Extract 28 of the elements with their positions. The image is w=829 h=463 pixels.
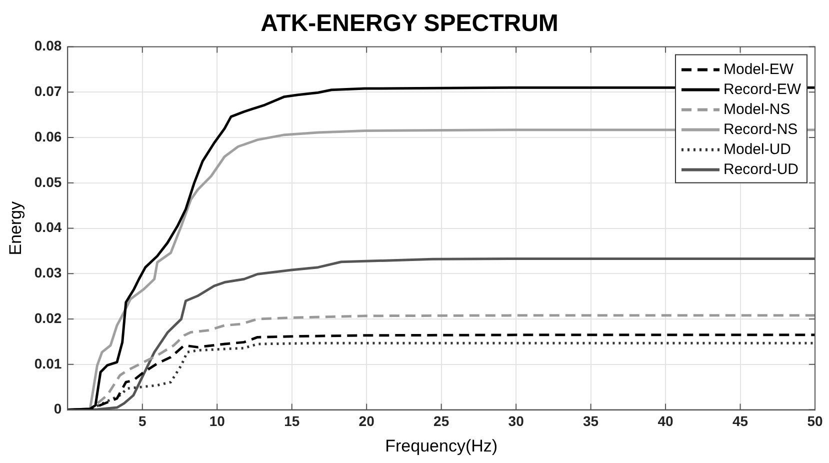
x-tick-label: 35 (583, 413, 599, 430)
y-axis-title: Energy (6, 200, 25, 256)
legend-label: Model-UD (723, 140, 792, 158)
legend-label: Record-UD (723, 160, 799, 178)
y-tick-label: 0.07 (34, 83, 62, 100)
y-tick-label: 0 (54, 400, 62, 417)
legend-label: Model-EW (723, 60, 794, 78)
x-tick-label: 45 (732, 413, 748, 430)
y-tick-label: 0.05 (34, 174, 62, 190)
x-tick-label: 25 (434, 413, 450, 430)
y-tick-label: 0.02 (34, 310, 62, 326)
x-tick-label: 30 (508, 413, 524, 430)
x-tick-label: 20 (358, 413, 375, 430)
y-tick-label: 0.03 (34, 264, 62, 281)
legend-label: Model-NS (723, 100, 790, 118)
y-tick-label: 0.08 (34, 38, 62, 54)
legend-label: Record-EW (723, 80, 802, 98)
y-tick-label: 0.06 (34, 128, 62, 144)
x-tick-label: 5 (138, 413, 146, 430)
y-tick-label: 0.01 (34, 355, 62, 372)
x-tick-label: 15 (284, 413, 300, 430)
x-tick-label: 40 (658, 413, 674, 430)
y-tick-label: 0.04 (34, 219, 62, 236)
x-axis-title: Frequency(Hz) (385, 436, 498, 456)
legend-label: Record-NS (723, 120, 798, 138)
x-tick-label: 10 (209, 413, 226, 430)
chart-title: ATK-ENERGY SPECTRUM (260, 10, 558, 38)
x-tick-label: 50 (807, 413, 823, 430)
